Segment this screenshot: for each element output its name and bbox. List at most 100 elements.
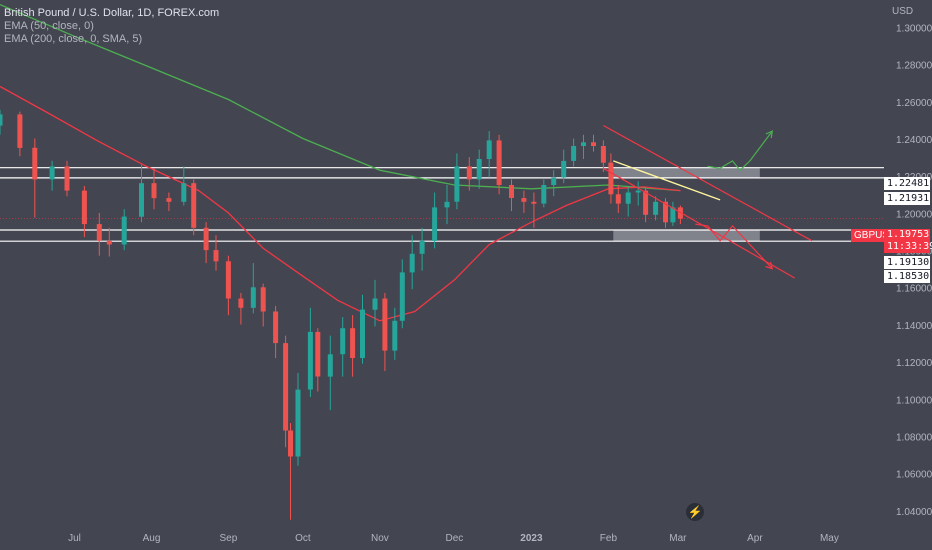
- candle-body: [643, 190, 649, 215]
- level-label-3: 1.19130: [884, 256, 930, 269]
- candle-body: [64, 166, 70, 191]
- lightning-logo-icon[interactable]: ⚡: [686, 503, 704, 521]
- candle-body: [213, 250, 219, 262]
- candle-body: [250, 287, 256, 308]
- x-tick-label: May: [820, 533, 839, 544]
- candle-body: [444, 201, 450, 208]
- candle-body: [372, 298, 378, 310]
- candle-body: [670, 207, 676, 223]
- candle-body: [561, 160, 567, 178]
- y-tick-label: 1.24000: [896, 135, 932, 146]
- candle-body: [581, 142, 586, 146]
- candle-body: [340, 328, 346, 355]
- candle-body: [399, 272, 405, 321]
- y-tick-label: 1.04000: [896, 507, 932, 518]
- candle-body: [106, 240, 112, 245]
- candle-body: [288, 430, 293, 457]
- y-tick-label: 1.12000: [896, 358, 932, 369]
- candle-body: [496, 140, 502, 185]
- candle-body: [600, 146, 606, 163]
- y-tick-label: 1.08000: [896, 433, 932, 444]
- candle-body: [238, 298, 244, 308]
- candle-body: [409, 253, 415, 273]
- candle-body: [121, 216, 127, 245]
- x-tick-label: Nov: [371, 533, 389, 544]
- candle-body: [327, 354, 333, 377]
- candle-body: [360, 309, 365, 358]
- candle-body: [273, 311, 279, 344]
- candle-body: [541, 185, 547, 204]
- candle-body: [591, 142, 596, 146]
- candle-body: [350, 328, 356, 358]
- candle-body: [432, 207, 438, 241]
- candle-body: [551, 177, 557, 185]
- candle-body: [260, 287, 266, 312]
- bullish-projection-arrow-arrowhead: [765, 130, 774, 139]
- level-label-4: 1.18530: [884, 270, 930, 283]
- candle-body: [96, 224, 102, 241]
- currency-label[interactable]: USD: [892, 6, 914, 17]
- candle-body: [283, 343, 289, 431]
- candle-body: [571, 146, 577, 161]
- ema200-line: [0, 4, 681, 192]
- candle-body: [466, 166, 472, 180]
- candle-body: [166, 198, 172, 202]
- candle-body: [295, 389, 301, 457]
- chart-legend: British Pound / U.S. Dollar, 1D, FOREX.c…: [4, 7, 219, 46]
- ema50-line: [0, 85, 681, 322]
- candle-body: [663, 201, 668, 223]
- x-tick-label: Feb: [600, 533, 618, 544]
- candle-body: [0, 114, 3, 126]
- x-tick-label: 2023: [520, 533, 543, 544]
- current-price-badge: 1.19753 11:33:39: [884, 229, 932, 253]
- y-tick-label: 1.16000: [896, 284, 932, 295]
- candle-body: [49, 166, 55, 180]
- candle-body: [615, 194, 621, 204]
- candle-body: [315, 331, 321, 377]
- candle-body: [454, 166, 460, 202]
- candle-body: [151, 183, 157, 199]
- candle-body: [653, 201, 659, 215]
- candle-body: [486, 140, 492, 159]
- candle-body: [392, 320, 398, 351]
- x-tick-label: Mar: [669, 533, 687, 544]
- x-tick-label: Dec: [446, 533, 464, 544]
- candle-body: [419, 240, 425, 254]
- ema50-legend[interactable]: EMA (50, close, 0): [4, 20, 94, 32]
- level-label-2: 1.21931: [884, 192, 930, 205]
- candle-body: [17, 114, 23, 148]
- support-zone: [613, 230, 760, 242]
- channel-lower-line: [603, 167, 795, 279]
- candle-body: [191, 183, 197, 228]
- candle-body: [225, 261, 231, 299]
- bar-countdown: 11:33:39: [887, 241, 932, 252]
- candle-body: [382, 298, 388, 351]
- level-label-1: 1.22481: [884, 177, 930, 190]
- y-tick-label: 1.26000: [896, 98, 932, 109]
- candle-body: [181, 183, 187, 202]
- x-tick-label: Aug: [143, 533, 161, 544]
- symbol-title[interactable]: British Pound / U.S. Dollar, 1D, FOREX.c…: [4, 7, 220, 19]
- candle-body: [81, 190, 87, 225]
- y-tick-label: 1.06000: [896, 470, 932, 481]
- candle-body: [203, 227, 209, 251]
- y-tick-label: 1.28000: [896, 61, 932, 72]
- bearish-projection-arrow-arrowhead: [765, 261, 774, 270]
- resistance-zone: [613, 167, 760, 178]
- candle-body: [635, 190, 641, 193]
- candle-body: [476, 159, 482, 180]
- current-price: 1.19753: [887, 229, 930, 240]
- ema200-legend[interactable]: EMA (200, close, 0, SMA, 5): [4, 33, 143, 45]
- candle-body: [625, 192, 631, 204]
- channel-upper-line: [603, 124, 813, 242]
- y-tick-label: 1.30000: [896, 23, 932, 34]
- candle-body: [531, 201, 537, 204]
- bearish-projection-arrow: [695, 223, 773, 270]
- candle-body: [608, 162, 614, 195]
- candle-body: [139, 183, 144, 217]
- x-tick-label: Jul: [68, 533, 81, 544]
- y-tick-label: 1.20000: [896, 209, 932, 220]
- y-tick-label: 1.10000: [896, 395, 932, 406]
